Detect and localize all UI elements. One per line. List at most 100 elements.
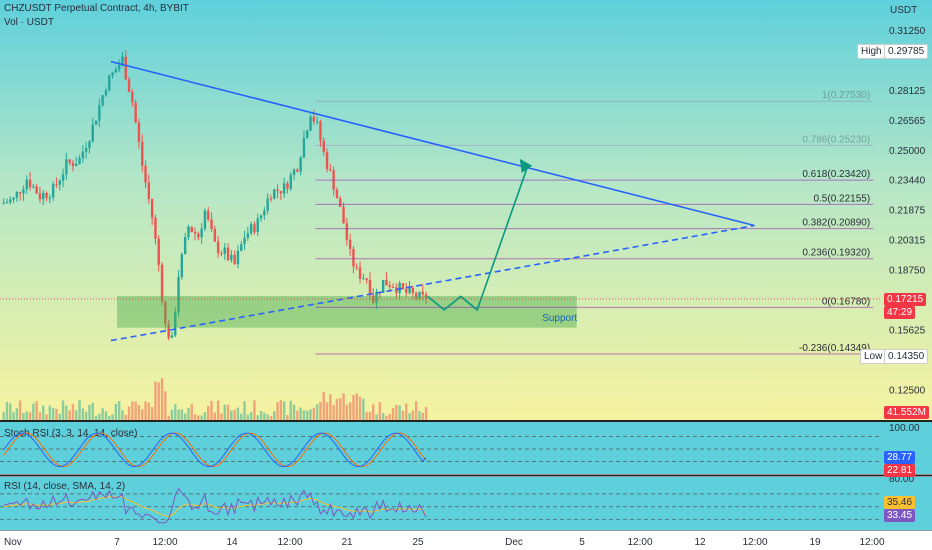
candle-body xyxy=(256,218,259,233)
main-pane-background xyxy=(0,0,932,420)
volume-bar xyxy=(223,404,226,420)
candle-body xyxy=(32,186,35,188)
candle-body xyxy=(226,247,230,261)
candle-body xyxy=(114,69,118,73)
volume-bar xyxy=(421,412,424,420)
candle-body xyxy=(414,293,418,299)
fib-level-label: 0.382(0.20890) xyxy=(802,218,870,229)
volume-bar xyxy=(65,405,68,420)
volume-bar xyxy=(61,400,65,420)
candle-body xyxy=(5,202,9,204)
candle-body xyxy=(335,189,339,199)
candle-body xyxy=(15,192,19,198)
candle-body xyxy=(276,189,279,191)
candle-body xyxy=(312,116,316,122)
candle-body xyxy=(127,79,131,92)
volume-bar xyxy=(190,404,193,420)
candle-body xyxy=(91,124,94,142)
candle-body xyxy=(286,183,289,189)
volume-bar xyxy=(339,398,342,420)
candle-body xyxy=(309,116,312,131)
price-tick-label: 0.23440 xyxy=(889,176,926,187)
volume-bar xyxy=(91,402,94,420)
price-tick-label: 0.31250 xyxy=(889,26,926,37)
candle-body xyxy=(45,192,48,198)
volume-bar xyxy=(266,414,269,420)
stoch-k-tag: 28.77 xyxy=(884,451,916,464)
volume-bar xyxy=(240,413,243,420)
volume-bar xyxy=(263,412,266,420)
volume-bar xyxy=(226,404,230,420)
volume-bar xyxy=(55,408,58,420)
volume-bar xyxy=(216,400,220,420)
candle-body xyxy=(117,65,121,70)
volume-bar xyxy=(150,407,154,420)
volume-bar xyxy=(84,411,88,420)
candle-body xyxy=(273,189,276,199)
volume-bar xyxy=(282,401,286,420)
candle-body xyxy=(12,197,15,200)
volume-bar xyxy=(259,411,263,420)
volume-bar xyxy=(418,410,421,420)
candle-body xyxy=(355,266,358,268)
volume-bar xyxy=(385,415,388,420)
candle-body xyxy=(150,199,154,218)
resistance-trendline xyxy=(110,60,755,227)
volume-bar xyxy=(362,398,365,420)
volume-bar xyxy=(25,411,28,420)
candle-body xyxy=(395,287,398,293)
high-price-tag: 0.29785 xyxy=(884,44,929,59)
candle-body xyxy=(381,280,385,293)
time-axis-label: 21 xyxy=(341,537,353,548)
volume-bar xyxy=(319,401,322,420)
candle-body xyxy=(421,291,424,295)
volume-bar xyxy=(32,403,35,420)
candle-body xyxy=(236,250,240,265)
candle-body xyxy=(365,278,368,280)
volume-bar xyxy=(292,404,296,420)
candle-body xyxy=(164,301,167,325)
fib-level-label: -0.236(0.14349) xyxy=(799,343,870,354)
volume-bar xyxy=(58,413,61,420)
volume-bar xyxy=(325,402,329,420)
candle-body xyxy=(207,210,210,220)
volume-bar xyxy=(157,382,160,420)
candle-body xyxy=(292,169,296,175)
volume-bar xyxy=(352,394,355,420)
candle-body xyxy=(220,253,223,255)
volume-bar xyxy=(345,404,349,420)
candle-body xyxy=(174,312,177,336)
candle-body xyxy=(61,174,65,181)
stoch-rsi-label: Stoch RSI (3, 3, 14, 14, close) xyxy=(4,428,137,439)
volume-bar xyxy=(177,409,180,420)
volume-bar xyxy=(180,409,184,420)
candle-body xyxy=(266,198,269,211)
support-trendline xyxy=(110,224,755,342)
candle-body xyxy=(187,226,190,238)
candle-body xyxy=(68,159,71,163)
volume-bar xyxy=(108,415,111,420)
candle-body xyxy=(322,140,325,153)
bar-countdown-tag: 47:29 xyxy=(884,306,916,319)
volume-bar xyxy=(71,404,75,420)
candle-body xyxy=(22,188,25,194)
volume-bar xyxy=(2,412,5,420)
candle-body xyxy=(391,287,395,289)
volume-bar xyxy=(358,396,362,420)
currency-label: USDT xyxy=(890,5,918,16)
low-label: Low xyxy=(860,349,887,364)
volume-bar xyxy=(98,413,101,420)
volume-bar xyxy=(342,393,345,420)
volume-bar xyxy=(296,410,299,420)
volume-bar xyxy=(200,415,203,420)
fib-level-label: 0.618(0.23420) xyxy=(802,169,870,180)
candle-body xyxy=(108,75,111,91)
price-tick-label: 0.15625 xyxy=(889,326,926,337)
volume-bar xyxy=(131,401,134,420)
rsi-label: RSI (14, close, SMA, 14, 2) xyxy=(4,481,125,492)
high-label: High xyxy=(857,44,886,59)
candle-body xyxy=(263,210,266,216)
volume-bar xyxy=(355,393,358,420)
volume-bar xyxy=(164,391,167,420)
